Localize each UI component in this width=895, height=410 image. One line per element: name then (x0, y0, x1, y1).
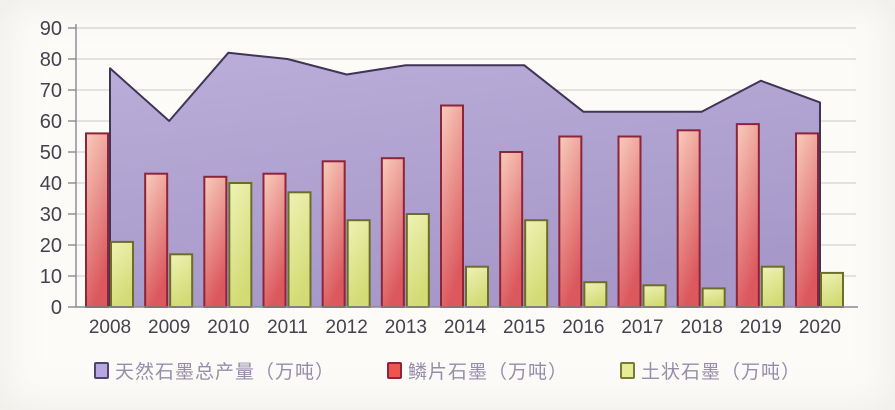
legend-label-total-production: 天然石墨总产量（万吨） (114, 362, 335, 383)
bar-flake-graphite (795, 132, 819, 308)
bar-earthy-graphite (642, 284, 667, 308)
bar-flake-graphite (440, 104, 464, 308)
bar-earthy-graphite (701, 287, 726, 308)
bar-flake-graphite (321, 160, 346, 308)
x-tick-label: 2009 (148, 317, 190, 338)
bar-flake-graphite (85, 132, 109, 308)
x-tick-label: 2017 (621, 317, 663, 338)
bar-earthy-graphite (465, 265, 489, 309)
legend-item-flake-graphite: 鳞片石墨（万吨） (386, 357, 568, 384)
bar-earthy-graphite (524, 219, 549, 308)
bar-earthy-graphite (228, 182, 253, 308)
y-tick-label: 80 (40, 49, 62, 71)
x-tick-label: 2010 (207, 317, 249, 338)
y-tick-label: 10 (40, 266, 62, 288)
x-tick-label: 2011 (267, 317, 308, 338)
x-tick-label: 2013 (385, 317, 427, 338)
bar-flake-graphite (144, 172, 169, 308)
x-tick-label: 2016 (562, 317, 604, 338)
bar-flake-graphite (558, 135, 583, 308)
legend-label-earthy-graphite: 土状石墨（万吨） (641, 362, 802, 383)
y-tick-label: 70 (40, 80, 62, 102)
bar-flake-graphite (262, 172, 287, 308)
legend-swatch-flake-graphite (386, 362, 402, 379)
legend-item-earthy-graphite: 土状石墨（万吨） (620, 357, 801, 384)
x-tick-label: 2015 (503, 317, 545, 338)
chart-legend: 天然石墨总产量（万吨） 鳞片石墨（万吨） 土状石墨（万吨） (0, 357, 895, 384)
y-tick-label: 60 (40, 111, 62, 133)
bar-flake-graphite (203, 175, 228, 308)
legend-label-flake-graphite: 鳞片石墨（万吨） (407, 362, 568, 383)
y-tick-label: 30 (40, 204, 62, 226)
bar-earthy-graphite (820, 271, 844, 308)
y-tick-label: 40 (40, 173, 62, 195)
x-tick-label: 2008 (89, 317, 131, 338)
bar-earthy-graphite (346, 219, 371, 308)
bar-earthy-graphite (110, 240, 134, 308)
bar-earthy-graphite (760, 265, 785, 309)
legend-swatch-earthy-graphite (620, 362, 635, 379)
bar-flake-graphite (735, 123, 760, 308)
bar-flake-graphite (499, 151, 524, 308)
bar-earthy-graphite (169, 253, 194, 309)
bar-flake-graphite (380, 157, 405, 308)
x-tick-label: 2018 (681, 317, 723, 338)
bar-flake-graphite (676, 129, 701, 308)
legend-swatch-total-production (93, 362, 109, 379)
bar-earthy-graphite (287, 191, 312, 308)
x-tick-label: 2012 (326, 317, 368, 338)
x-tick-label: 2014 (444, 317, 487, 338)
chart-canvas: 0 10 20 30 40 50 60 70 80 90 2008 2009 2010 2011 2012 2… (40, 18, 858, 338)
y-tick-label: 0 (51, 297, 62, 319)
bar-earthy-graphite (405, 213, 430, 308)
x-tick-label: 2020 (799, 317, 841, 338)
x-tick-label: 2019 (740, 317, 782, 338)
area-series-outline (109, 51, 821, 307)
y-tick-label: 50 (40, 142, 62, 164)
y-tick-label: 90 (40, 18, 62, 40)
bar-flake-graphite (617, 135, 642, 308)
bar-earthy-graphite (583, 281, 608, 309)
legend-item-total-production: 天然石墨总产量（万吨） (93, 357, 335, 384)
y-tick-label: 20 (40, 235, 62, 257)
